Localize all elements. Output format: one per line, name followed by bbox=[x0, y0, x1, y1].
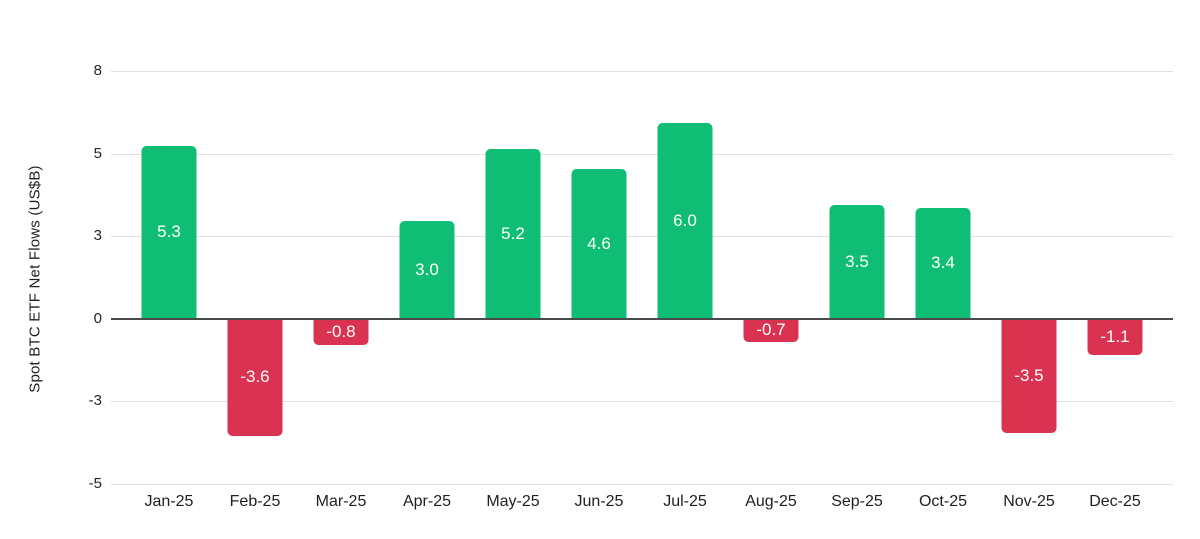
bar-slot-may-25: 5.2 bbox=[470, 71, 556, 484]
bar-mar-25: -0.8 bbox=[313, 318, 369, 345]
x-tick-label-aug-25: Aug-25 bbox=[745, 493, 797, 510]
bar-dec-25: -1.1 bbox=[1087, 318, 1143, 355]
x-tick-label-dec-25: Dec-25 bbox=[1089, 493, 1141, 510]
bar-value-label: 5.3 bbox=[157, 222, 181, 242]
x-tick-label-oct-25: Oct-25 bbox=[918, 493, 967, 510]
plot-area: 5.3 -3.6 -0.8 3.0 5.2 4.6 6.0 -0.7 3.5 3.4 -3.5 -1.… bbox=[111, 71, 1173, 485]
bar-slot-dec-25: -1.1 bbox=[1072, 71, 1158, 484]
bars-row: 5.3 -3.6 -0.8 3.0 5.2 4.6 6.0 -0.7 3.5 3.4 -3.5 -1.… bbox=[111, 71, 1173, 484]
bar-feb-25: -3.6 bbox=[227, 318, 283, 436]
y-tick-label--3: -3 bbox=[88, 392, 102, 409]
bar-jun-25: 4.6 bbox=[571, 168, 627, 319]
bar-slot-jun-25: 4.6 bbox=[556, 71, 642, 484]
bar-aug-25: -0.7 bbox=[743, 318, 799, 342]
bar-jul-25: 6.0 bbox=[657, 122, 713, 319]
x-tick-label-nov-25: Nov-25 bbox=[1003, 493, 1055, 510]
x-tick-label-may-25: May-25 bbox=[486, 493, 540, 510]
bar-may-25: 5.2 bbox=[485, 148, 541, 319]
x-tick-label-jan-25: Jan-25 bbox=[144, 493, 194, 510]
bar-jan-25: 5.3 bbox=[141, 145, 197, 319]
bar-slot-aug-25: -0.7 bbox=[728, 71, 814, 484]
bar-value-label: 3.5 bbox=[845, 251, 869, 271]
bar-value-label: 6.0 bbox=[673, 210, 697, 230]
bar-slot-apr-25: 3.0 bbox=[384, 71, 470, 484]
x-tick-label-apr-25: Apr-25 bbox=[402, 493, 452, 510]
gridline--3 bbox=[111, 401, 1173, 402]
bar-slot-sep-25: 3.5 bbox=[814, 71, 900, 484]
y-tick-label-0: 0 bbox=[93, 310, 102, 327]
bar-apr-25: 3.0 bbox=[399, 220, 455, 319]
x-tick-label-jul-25: Jul-25 bbox=[663, 493, 707, 510]
bar-value-label: -3.5 bbox=[1014, 365, 1044, 385]
bar-slot-mar-25: -0.8 bbox=[298, 71, 384, 484]
bar-slot-oct-25: 3.4 bbox=[900, 71, 986, 484]
y-tick-label-3: 3 bbox=[93, 227, 102, 244]
bar-value-label: -0.8 bbox=[326, 321, 356, 341]
bar-value-label: -3.6 bbox=[240, 367, 270, 387]
zero-axis-line bbox=[111, 318, 1173, 320]
bar-value-label: 4.6 bbox=[587, 233, 611, 253]
x-axis-labels: Jan-25 Feb-25 Mar-25 Apr-25 May-25 Jun-25 Jul-… bbox=[111, 492, 1173, 512]
bar-nov-25: -3.5 bbox=[1001, 318, 1057, 433]
bar-oct-25: 3.4 bbox=[915, 207, 971, 319]
bar-slot-feb-25: -3.6 bbox=[212, 71, 298, 484]
x-tick-label-mar-25: Mar-25 bbox=[315, 493, 367, 510]
gridline-8 bbox=[111, 71, 1173, 72]
bar-value-label: 3.0 bbox=[415, 259, 439, 279]
bar-slot-nov-25: -3.5 bbox=[986, 71, 1072, 484]
bar-value-label: 5.2 bbox=[501, 223, 525, 243]
x-tick-label-sep-25: Sep-25 bbox=[831, 493, 883, 510]
y-tick-label-5: 5 bbox=[93, 145, 102, 162]
bar-value-label: -0.7 bbox=[756, 320, 786, 340]
gridline-3 bbox=[111, 236, 1173, 237]
bar-slot-jan-25: 5.3 bbox=[126, 71, 212, 484]
x-tick-label-jun-25: Jun-25 bbox=[574, 493, 624, 510]
x-tick-label-feb-25: Feb-25 bbox=[229, 493, 281, 510]
y-axis-title: Spot BTC ETF Net Flows (US$B) bbox=[26, 165, 44, 393]
bar-sep-25: 3.5 bbox=[829, 204, 885, 319]
bar-value-label: 3.4 bbox=[931, 253, 955, 273]
y-tick-label-8: 8 bbox=[93, 62, 102, 79]
gridline-5 bbox=[111, 154, 1173, 155]
bar-value-label: -1.1 bbox=[1100, 326, 1130, 346]
y-tick-label--5: -5 bbox=[88, 475, 102, 492]
gridline--5 bbox=[111, 484, 1173, 485]
bar-slot-jul-25: 6.0 bbox=[642, 71, 728, 484]
